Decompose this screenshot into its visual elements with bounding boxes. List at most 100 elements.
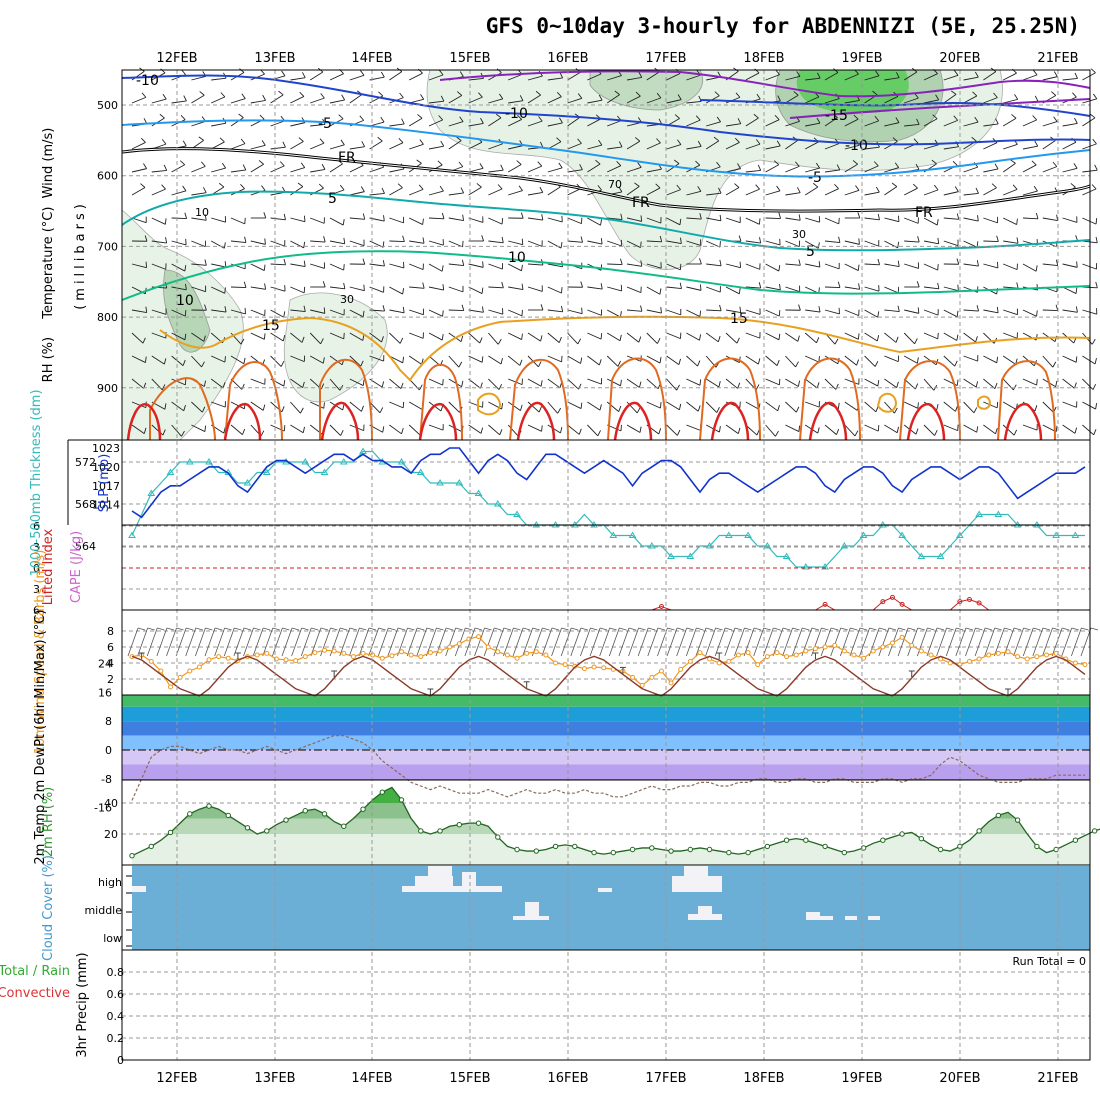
upper-air-wind-barbs — [131, 67, 1098, 437]
wind-barb — [626, 91, 641, 104]
wind-barb — [567, 281, 584, 288]
wind-barb — [243, 627, 261, 657]
wind-barb — [884, 355, 900, 363]
wind-barb — [468, 401, 484, 408]
contour-20-2 — [224, 361, 283, 441]
contour-minus10-b — [699, 99, 1091, 117]
wind-barb — [1032, 627, 1050, 657]
wind-barb — [1022, 263, 1038, 272]
contour-5 — [121, 190, 1091, 252]
wind-barb — [608, 627, 627, 657]
wind-barb — [943, 332, 959, 341]
wind-barb — [923, 94, 940, 104]
wind-speed-marker — [870, 648, 876, 654]
cloud-bar-middle — [698, 906, 712, 920]
wind-barb — [864, 115, 880, 127]
wind-barb — [804, 182, 819, 196]
wind-barb — [210, 240, 226, 249]
wind-barb — [626, 215, 643, 222]
wind-barb — [567, 424, 582, 435]
wind-barb — [310, 138, 325, 150]
ylabel-lifted-index: Lifted Index — [41, 528, 56, 605]
wind-barb — [943, 213, 960, 220]
wind-speed-marker — [360, 650, 366, 656]
rh-marker — [841, 849, 848, 856]
wind-barb — [230, 424, 246, 435]
rh-marker — [899, 831, 905, 837]
wind-barb — [281, 627, 300, 657]
wind-barb — [646, 332, 661, 344]
wind-barb — [369, 332, 384, 343]
wind-barb — [137, 627, 155, 657]
wind-barb — [765, 69, 780, 81]
cloud-bar-high — [684, 866, 708, 892]
wind-barb — [290, 260, 306, 268]
rh-marker — [880, 837, 886, 843]
wind-barb — [626, 137, 641, 150]
wind-barb — [1082, 138, 1097, 150]
ylabel-cloud: Cloud Cover (%) — [41, 855, 56, 961]
wind-speed-marker — [399, 649, 405, 655]
contour-25-7 — [710, 401, 750, 441]
wind-speed-marker — [254, 652, 260, 658]
wind-barb — [666, 139, 682, 150]
wind-barb — [250, 378, 266, 385]
thickness-marker — [801, 563, 810, 570]
temperature-band — [122, 778, 1090, 780]
wind-barb — [753, 627, 771, 657]
thickness-marker — [705, 542, 714, 549]
wind-speed-marker — [658, 668, 664, 674]
cape-marker — [822, 601, 828, 607]
wind-barb — [1022, 627, 1041, 657]
wind-barb — [844, 283, 861, 290]
wind-barb — [185, 627, 203, 657]
cloud-bar-middle — [815, 916, 833, 920]
date-label: 18FEB — [743, 1071, 784, 1086]
wind-barb — [508, 309, 523, 317]
wind-barb — [945, 627, 964, 657]
wind-barb — [310, 281, 326, 288]
wind-barb — [824, 307, 840, 315]
wind-speed-marker — [293, 658, 299, 664]
wind-barb — [310, 163, 326, 173]
run-total-annotation: Run Total = 0 — [1013, 955, 1087, 968]
wind-barb — [745, 332, 761, 339]
wind-barb — [626, 378, 642, 388]
contour-label: -5 — [808, 170, 822, 186]
wind-speed-marker — [504, 652, 510, 658]
wind-barb — [725, 424, 741, 434]
wind-barb — [983, 261, 999, 269]
wind-barb — [290, 240, 306, 249]
wind-barb — [211, 306, 227, 313]
y-tick-label: 600 — [97, 170, 118, 183]
rh-shading — [121, 69, 1003, 441]
contour-20-6 — [607, 357, 667, 441]
wind-barb — [131, 355, 147, 363]
wind-barb — [349, 258, 366, 265]
wind-barb — [963, 378, 979, 388]
y-tick-label: 6 — [33, 520, 40, 533]
wind-speed-line — [131, 635, 1086, 688]
wind-barb — [329, 94, 346, 104]
wind-barb — [547, 162, 563, 173]
cloud-bar-high — [132, 886, 146, 892]
wind-barb — [965, 627, 983, 657]
wind-barb — [468, 92, 483, 104]
wind-speed-marker — [581, 666, 587, 672]
wind-barb — [943, 258, 960, 265]
y-tick-label: 6 — [107, 641, 114, 654]
wind-barb — [844, 238, 860, 245]
contour-25-10 — [1003, 402, 1043, 441]
wind-barb — [983, 306, 999, 314]
wind-barb — [211, 355, 226, 363]
wind-barb — [725, 118, 742, 127]
wind-barb — [270, 285, 286, 292]
thickness-marker — [821, 563, 829, 570]
wind-speed-marker — [350, 654, 356, 660]
wind-barb — [468, 216, 484, 223]
wind-barb — [409, 332, 424, 339]
wind-barb — [923, 263, 939, 271]
wind-barb — [448, 285, 464, 293]
rh-marker — [1072, 837, 1079, 843]
rh-marker — [668, 848, 674, 854]
